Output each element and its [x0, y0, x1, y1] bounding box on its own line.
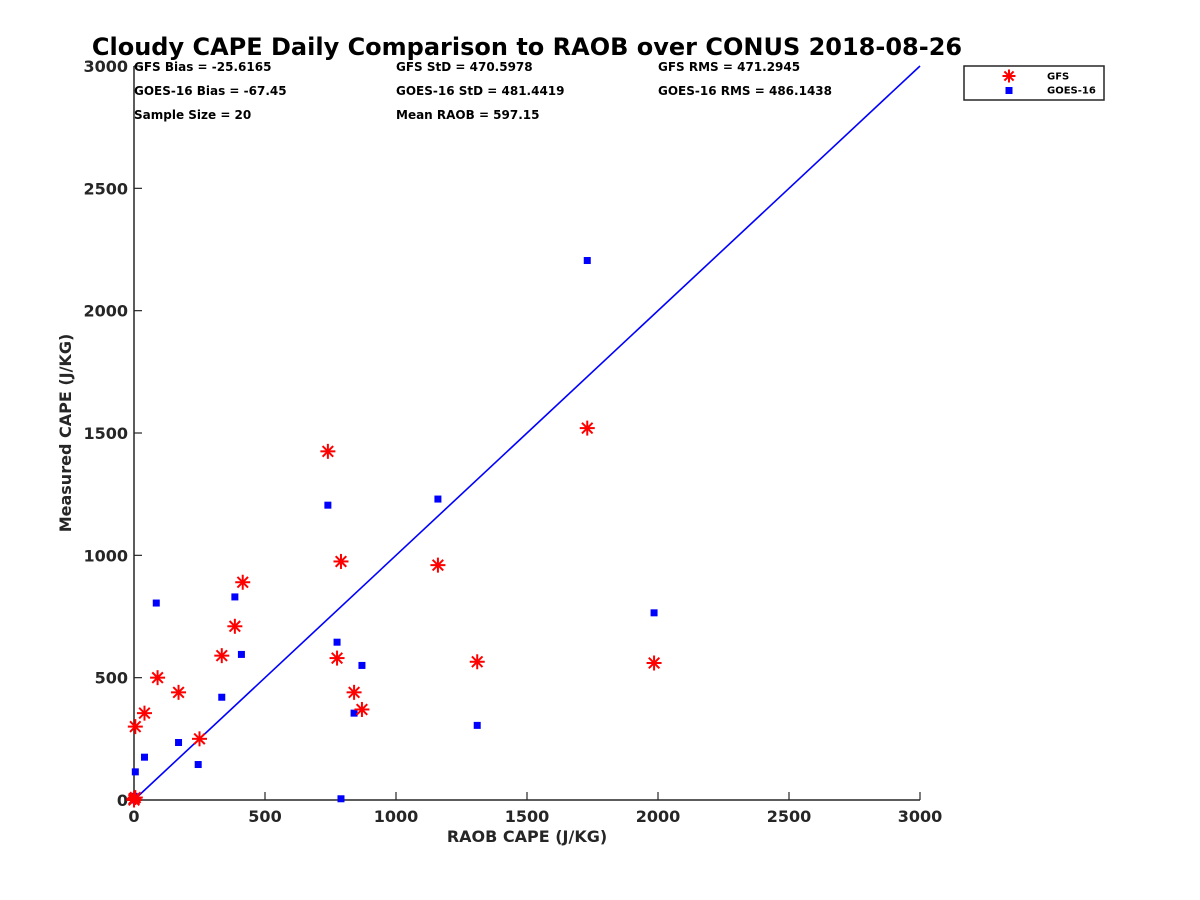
legend-label: GOES-16 — [1047, 86, 1096, 97]
gfs-point — [214, 648, 230, 664]
x-tick-label: 1500 — [505, 807, 550, 826]
x-tick-label: 3000 — [898, 807, 943, 826]
stat-annotation: GFS StD = 470.5978 — [396, 60, 533, 74]
gfs-point — [227, 618, 243, 634]
series-gfs — [126, 420, 662, 808]
stat-annotation: Sample Size = 20 — [134, 108, 251, 122]
y-tick-label: 0 — [117, 791, 128, 810]
y-axis-label: Measured CAPE (J/KG) — [56, 334, 75, 533]
stat-annotation: GFS RMS = 471.2945 — [658, 60, 800, 74]
gfs-point — [346, 684, 362, 700]
goes16-point — [175, 739, 183, 747]
stats-annotations: GFS Bias = -25.6165 GFS StD = 470.5978 GFS… — [134, 60, 832, 122]
gfs-point — [126, 791, 142, 807]
gfs-point — [235, 574, 251, 590]
gfs-point — [469, 654, 485, 670]
gfs-point — [127, 719, 143, 735]
x-tick-label: 2500 — [767, 807, 812, 826]
legend: GFS GOES-16 — [963, 65, 1105, 101]
goes16-point — [324, 501, 332, 509]
gfs-point — [354, 701, 370, 717]
x-tick-label: 2000 — [636, 807, 681, 826]
series-layer — [126, 257, 662, 808]
x-tick-label: 1000 — [374, 807, 419, 826]
y-tick-label: 3000 — [83, 57, 128, 76]
y-tick-label: 1500 — [83, 424, 128, 443]
legend-box — [963, 65, 1105, 101]
gfs-point — [329, 650, 345, 666]
x-tick-label: 0 — [128, 807, 139, 826]
goes16-point — [583, 257, 591, 265]
x-axis-label: RAOB CAPE (J/KG) — [447, 827, 607, 846]
gfs-point — [150, 670, 166, 686]
goes16-point — [140, 753, 148, 761]
stat-annotation: Mean RAOB = 597.15 — [396, 108, 540, 122]
gfs-point — [192, 731, 207, 747]
goes16-point — [237, 650, 245, 658]
gfs-point — [579, 420, 595, 436]
legend-marker-goes16 — [1005, 87, 1013, 94]
gfs-point — [646, 655, 662, 671]
goes16-point — [350, 709, 358, 717]
one-to-one-line — [133, 65, 921, 801]
gfs-point — [333, 553, 349, 569]
goes16-point — [473, 721, 481, 729]
y-tick-label: 500 — [95, 669, 128, 688]
y-tick-label: 2000 — [83, 302, 128, 321]
gfs-point — [320, 443, 336, 459]
goes16-point — [358, 661, 366, 669]
y-tick-label: 1000 — [83, 546, 128, 565]
gfs-point — [171, 684, 187, 700]
gfs-point — [136, 705, 152, 721]
goes16-point — [131, 768, 139, 776]
stat-annotation: GOES-16 StD = 481.4419 — [396, 84, 565, 98]
stat-annotation: GOES-16 RMS = 486.1438 — [658, 84, 832, 98]
gfs-point — [430, 557, 446, 573]
x-ticks: 0 500 1000 1500 2000 2500 3000 — [128, 792, 942, 826]
chart-title: Cloudy CAPE Daily Comparison to RAOB ove… — [92, 33, 962, 61]
goes16-point — [218, 693, 226, 701]
goes16-point — [231, 593, 239, 601]
y-tick-label: 2500 — [83, 179, 128, 198]
goes16-point — [152, 599, 160, 607]
goes16-point — [650, 609, 658, 617]
goes16-point — [194, 761, 202, 769]
legend-label: GFS — [1047, 72, 1069, 83]
reference-line — [133, 65, 921, 801]
legend-marker-gfs — [1002, 69, 1016, 83]
stat-annotation: GOES-16 Bias = -67.45 — [134, 84, 287, 98]
y-ticks: 0 500 1000 1500 2000 2500 3000 — [83, 57, 142, 810]
x-tick-label: 500 — [248, 807, 281, 826]
goes16-point — [333, 638, 341, 646]
goes16-point — [337, 795, 345, 803]
goes16-point — [434, 495, 442, 503]
stat-annotation: GFS Bias = -25.6165 — [134, 60, 271, 74]
